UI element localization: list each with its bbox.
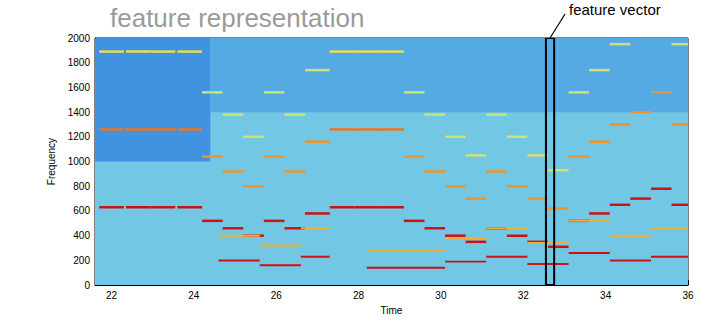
- svg-text:26: 26: [271, 290, 283, 301]
- svg-text:1000: 1000: [68, 156, 91, 167]
- svg-text:32: 32: [518, 290, 530, 301]
- svg-text:0: 0: [84, 280, 90, 291]
- svg-text:1200: 1200: [68, 131, 91, 142]
- svg-text:200: 200: [73, 255, 90, 266]
- svg-text:400: 400: [73, 230, 90, 241]
- svg-text:feature representation: feature representation: [110, 3, 364, 33]
- svg-text:800: 800: [73, 181, 90, 192]
- svg-text:30: 30: [435, 290, 447, 301]
- svg-text:28: 28: [353, 290, 365, 301]
- svg-text:2000: 2000: [68, 33, 91, 44]
- svg-text:1400: 1400: [68, 107, 91, 118]
- svg-text:24: 24: [188, 290, 200, 301]
- svg-text:1600: 1600: [68, 82, 91, 93]
- svg-text:1800: 1800: [68, 57, 91, 68]
- svg-text:36: 36: [682, 290, 694, 301]
- svg-text:Time: Time: [381, 305, 403, 316]
- svg-text:feature vector: feature vector: [569, 1, 661, 18]
- svg-text:34: 34: [600, 290, 612, 301]
- svg-text:Frequency: Frequency: [46, 138, 57, 185]
- svg-text:22: 22: [106, 290, 118, 301]
- svg-text:600: 600: [73, 205, 90, 216]
